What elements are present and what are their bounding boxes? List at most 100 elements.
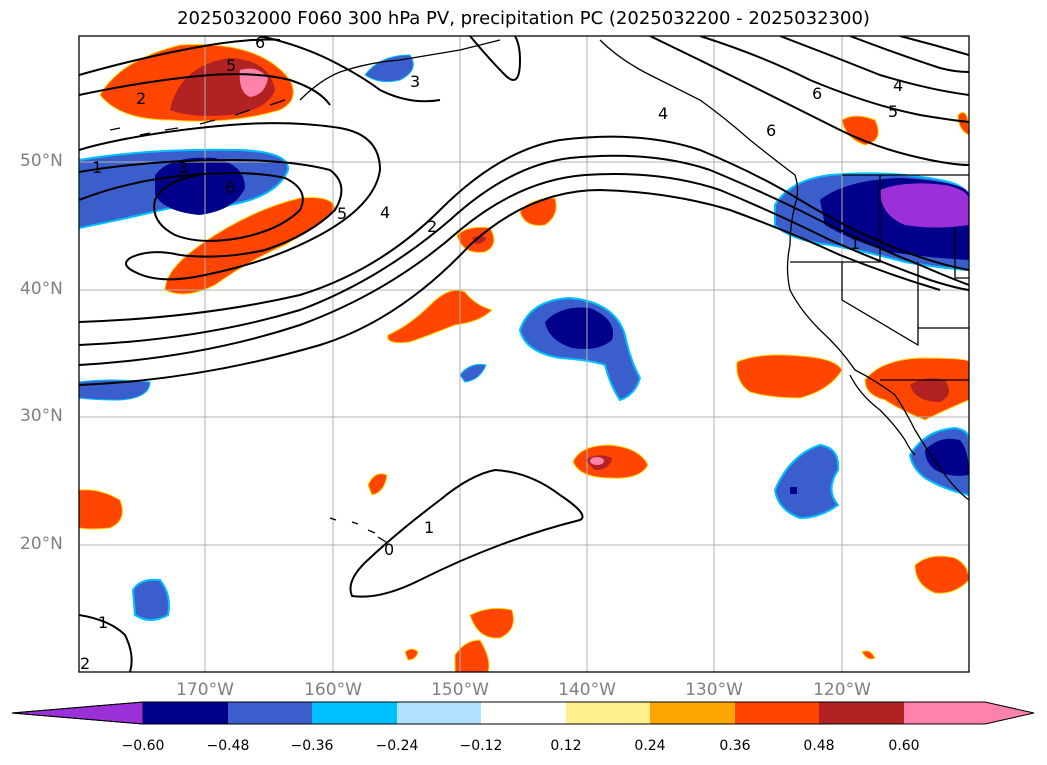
pv-contour	[79, 135, 969, 323]
map-title: 2025032000 F060 300 hPa PV, precipitatio…	[177, 8, 870, 29]
graticule	[79, 36, 969, 672]
pv-contour	[79, 614, 133, 672]
precip-negative-core	[925, 438, 969, 476]
pv-contour	[79, 154, 969, 346]
precip-positive-core	[910, 378, 949, 402]
precip-positive-core	[472, 236, 486, 244]
colorbar-outline	[11, 701, 1035, 725]
colorbar-tick-label: −0.60	[121, 738, 165, 754]
lon-label-160w: 160°W	[304, 680, 362, 700]
contour-label: 4	[380, 203, 391, 222]
colorbar-bin	[397, 702, 481, 724]
colorbar-extend-high	[904, 702, 1034, 724]
contour-label: 2	[136, 89, 147, 108]
precip-positive-area	[387, 289, 493, 344]
precip-positive-area	[957, 112, 969, 136]
lon-label-150w: 150°W	[431, 680, 489, 700]
hawaii-islands	[329, 517, 387, 543]
pv-contour	[79, 172, 304, 242]
precip-positive-area	[367, 473, 388, 496]
contour-label: 4	[893, 76, 904, 95]
precip-positive-area	[454, 639, 490, 672]
colorbar-bin	[819, 702, 904, 724]
precip-negative-area	[364, 54, 414, 83]
pv-contour	[779, 36, 969, 96]
colorbar-bin	[481, 702, 566, 724]
precip-negative-area	[773, 443, 840, 520]
contour-label: 2	[80, 654, 91, 673]
colorbar-bin	[312, 702, 397, 724]
contour-label: 6	[812, 84, 823, 103]
pv-contour	[259, 36, 441, 103]
state-border	[841, 262, 969, 347]
colorbar-bin	[143, 702, 228, 724]
pv-contour	[79, 38, 281, 76]
contour-label: 1	[424, 518, 435, 537]
precip-positive-area	[914, 555, 969, 594]
contour-label: 0	[384, 540, 395, 559]
precip-positive-area	[841, 115, 879, 146]
contour-label: 5	[337, 204, 348, 223]
colorbar-tick-label: 0.24	[634, 738, 666, 754]
pv-contour	[849, 36, 969, 73]
aleutian-islands	[109, 99, 286, 136]
pv-contour	[699, 36, 969, 123]
contour-label: 6	[255, 33, 266, 52]
contour-label: 1	[98, 613, 109, 632]
precip-positive-area	[469, 607, 514, 639]
colorbar-tick-label: −0.24	[375, 738, 419, 754]
contour-label: 1	[92, 158, 103, 177]
contour-label: 4	[658, 104, 669, 123]
precip-negative-peak	[880, 183, 969, 228]
precip-negative-core	[545, 307, 614, 349]
baja-peninsula	[849, 374, 916, 456]
lat-label-50n: 50°N	[20, 151, 63, 171]
alaska-coastline	[299, 39, 501, 101]
state-border	[954, 228, 969, 279]
precip-negative-core	[155, 157, 245, 215]
lat-label-40n: 40°N	[20, 279, 63, 299]
colorbar-bin	[735, 702, 819, 724]
pv-contour	[649, 36, 969, 166]
pv-contour	[79, 173, 969, 366]
colorbar-bin	[650, 702, 735, 724]
north-american-coastline	[599, 39, 969, 501]
precip-negative-area	[459, 364, 487, 383]
colorbar-extend-low	[11, 701, 144, 725]
pv-contour	[349, 468, 584, 598]
precipitation-field	[79, 43, 969, 672]
precip-positive-area	[736, 354, 843, 399]
colorbar-tick-label: −0.12	[459, 738, 503, 754]
lon-label-170w: 170°W	[176, 680, 234, 700]
contour-label: 5	[226, 56, 237, 75]
colorbar	[11, 701, 1035, 725]
precip-positive-area	[79, 489, 123, 530]
pv-contours	[79, 36, 969, 672]
precip-negative-core	[790, 487, 797, 494]
colorbar-tick-label: −0.36	[290, 738, 334, 754]
pv-contour	[79, 188, 941, 386]
lat-label-30n: 30°N	[20, 406, 63, 426]
pv-contour	[469, 36, 522, 81]
lon-label-120w: 120°W	[813, 680, 871, 700]
pv-contour	[79, 73, 331, 106]
lon-label-130w: 130°W	[685, 680, 743, 700]
colorbar-tick-label: −0.48	[206, 738, 250, 754]
lat-label-20n: 20°N	[20, 534, 63, 554]
contour-label: 6	[225, 178, 236, 197]
lon-label-140w: 140°W	[558, 680, 616, 700]
colorbar-tick-label: 0.60	[888, 738, 920, 754]
contour-label: 3	[410, 72, 421, 91]
colorbar-bin	[228, 702, 312, 724]
pv-contour	[79, 122, 382, 281]
precip-positive-peak	[590, 457, 604, 465]
colorbar-tick-label: 0.12	[550, 738, 582, 754]
precip-positive-area	[861, 650, 876, 660]
pv-contour	[899, 36, 969, 56]
colorbar-tick-label: 0.48	[803, 738, 835, 754]
contour-label: 1	[850, 234, 861, 253]
contour-label: 6	[766, 121, 777, 140]
colorbar-bin	[566, 702, 650, 724]
contour-label: 3	[178, 158, 189, 177]
